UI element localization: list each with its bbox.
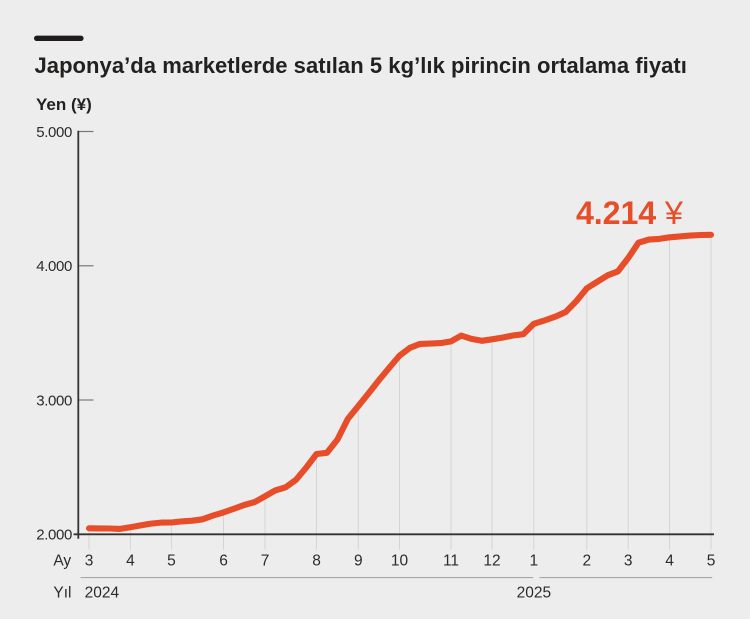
svg-text:Japonya’da marketlerde satılan: Japonya’da marketlerde satılan 5 kg’lık … <box>35 53 687 78</box>
svg-text:5.000: 5.000 <box>36 124 72 141</box>
svg-text:4: 4 <box>126 553 135 570</box>
svg-text:Yen (¥): Yen (¥) <box>36 95 92 114</box>
svg-text:4.214 ¥: 4.214 ¥ <box>576 195 684 231</box>
svg-text:2: 2 <box>582 553 591 570</box>
svg-text:7: 7 <box>261 553 270 570</box>
svg-text:2.000: 2.000 <box>36 527 72 544</box>
svg-text:1: 1 <box>529 553 538 570</box>
svg-text:12: 12 <box>483 553 500 570</box>
svg-text:3: 3 <box>624 553 633 570</box>
svg-text:6: 6 <box>219 553 228 570</box>
svg-text:5: 5 <box>167 553 176 570</box>
svg-text:11: 11 <box>443 553 459 570</box>
svg-text:Ay: Ay <box>53 553 71 570</box>
svg-text:2025: 2025 <box>517 584 551 601</box>
svg-text:8: 8 <box>312 553 321 570</box>
svg-text:5: 5 <box>707 553 716 570</box>
svg-text:2024: 2024 <box>85 584 120 601</box>
svg-text:Yıl: Yıl <box>53 584 71 601</box>
svg-text:3: 3 <box>85 553 94 570</box>
svg-text:3.000: 3.000 <box>36 392 72 409</box>
svg-text:9: 9 <box>354 553 363 570</box>
svg-text:4.000: 4.000 <box>36 258 72 275</box>
svg-text:10: 10 <box>391 553 409 570</box>
svg-text:4: 4 <box>665 553 674 570</box>
